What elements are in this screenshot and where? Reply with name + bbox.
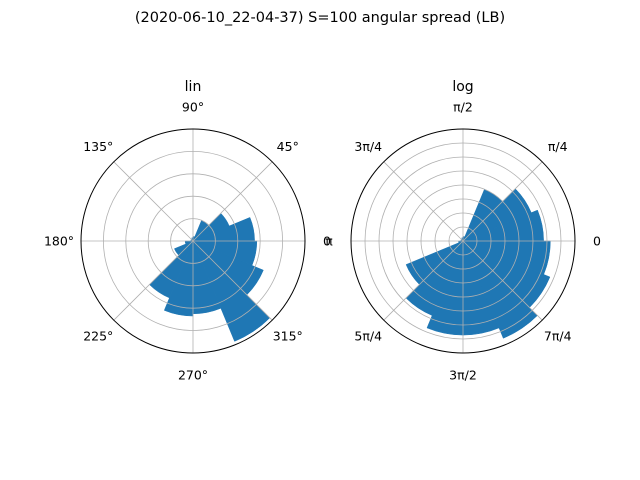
angular-grid-lin-7 [192, 240, 273, 321]
theta-tick-label-lin-7: 315° [273, 328, 303, 343]
polar-chart-lin: lin 0 45° 90° 135° 180° 225° 270° 315° [44, 79, 331, 383]
angular-grid-lin-3 [113, 161, 194, 242]
theta-tick-label-lin-1: 45° [277, 139, 299, 154]
theta-tick-label-log-4: π [325, 234, 333, 249]
theta-tick-label-lin-6: 270° [178, 368, 208, 383]
theta-tick-label-lin-5: 225° [83, 328, 113, 343]
theta-tick-label-lin-3: 135° [83, 139, 113, 154]
angular-grid-log-1 [462, 161, 543, 242]
theta-tick-label-lin-0: 0 [323, 234, 331, 249]
polar-spine-lin [80, 128, 306, 354]
theta-tick-label-log-5: 5π/4 [354, 328, 382, 343]
angular-grid-log-3 [383, 161, 464, 242]
theta-tick-label-log-2: π/2 [453, 100, 473, 115]
theta-tick-label-lin-2: 90° [182, 100, 204, 115]
theta-tick-label-log-3: 3π/4 [354, 139, 382, 154]
theta-tick-label-log-0: 0 [593, 234, 601, 249]
theta-tick-label-lin-4: 180° [44, 234, 74, 249]
figure-suptitle: (2020-06-10_22-04-37) S=100 angular spre… [135, 10, 505, 26]
polar-chart-log: log 0 π/4 π/2 3π/4 π 5π/4 3π/2 7π/4 [325, 79, 601, 383]
theta-tick-label-log-1: π/4 [548, 139, 568, 154]
theta-tick-label-log-6: 3π/2 [449, 368, 477, 383]
polar-spine-log [350, 128, 576, 354]
chart-title-lin: lin [185, 79, 202, 95]
angular-grid-lin-1 [192, 161, 273, 242]
angular-grid-log-5 [383, 240, 464, 321]
angular-grid-log-7 [462, 240, 543, 321]
theta-tick-label-log-7: 7π/4 [544, 328, 572, 343]
angular-grid-lin-5 [113, 240, 194, 321]
chart-title-log: log [452, 79, 473, 95]
